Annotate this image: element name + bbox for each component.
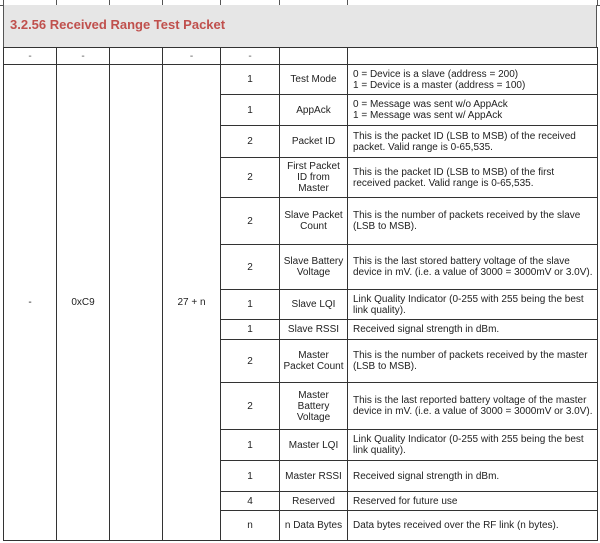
- header-cell: [279, 47, 348, 65]
- field-name: Slave Battery Voltage: [279, 244, 348, 290]
- field-name: Packet ID: [279, 125, 348, 158]
- header-cell: -: [220, 47, 280, 65]
- field-size: 1: [220, 460, 280, 492]
- field-description: This is the number of packets received b…: [347, 339, 598, 383]
- table-row: 1 Slave LQI Link Quality Indicator (0-25…: [4, 289, 598, 320]
- table-row: 1 Master LQI Link Quality Indicator (0-2…: [4, 429, 598, 461]
- field-name: Master Battery Voltage: [279, 382, 348, 430]
- field-description: Received signal strength in dBm.: [347, 319, 598, 340]
- table-row: 2 Slave Battery Voltage This is the last…: [4, 244, 598, 290]
- table-row: 2 Master Battery Voltage This is the las…: [4, 382, 598, 430]
- field-description: This is the packet ID (LSB to MSB) of th…: [347, 125, 598, 158]
- field-description: This is the last stored battery voltage …: [347, 244, 598, 290]
- field-size: 1: [220, 319, 280, 340]
- field-description: Link Quality Indicator (0-255 with 255 b…: [347, 429, 598, 461]
- field-size: 1: [220, 429, 280, 461]
- table-row: 1 AppAck 0 = Message was sent w/o AppAck…: [4, 94, 598, 126]
- header-row: - - - -: [3, 47, 598, 65]
- field-name: Slave Packet Count: [279, 197, 348, 245]
- field-size: 2: [220, 157, 280, 198]
- field-size: 2: [220, 339, 280, 383]
- table-row: 2 Master Packet Count This is the number…: [4, 339, 598, 383]
- field-name: Master LQI: [279, 429, 348, 461]
- section-header: 3.2.56 Received Range Test Packet: [3, 5, 597, 47]
- col1-cell: -: [3, 64, 57, 541]
- field-size: n: [220, 510, 280, 541]
- field-size: 2: [220, 244, 280, 290]
- field-size: 2: [220, 197, 280, 245]
- field-size: 1: [220, 289, 280, 320]
- field-description: Received signal strength in dBm.: [347, 460, 598, 492]
- header-cell: -: [56, 47, 110, 65]
- field-description: 0 = Message was sent w/o AppAck 1 = Messa…: [347, 94, 598, 126]
- field-description: Link Quality Indicator (0-255 with 255 b…: [347, 289, 598, 320]
- field-name: Master RSSI: [279, 460, 348, 492]
- field-name: First Packet ID from Master: [279, 157, 348, 198]
- field-name: Test Mode: [279, 64, 348, 95]
- table-row: 2 Slave Packet Count This is the number …: [4, 197, 598, 245]
- field-name: AppAck: [279, 94, 348, 126]
- field-name: Slave RSSI: [279, 319, 348, 340]
- header-cell: -: [162, 47, 221, 65]
- command-cell: 0xC9: [56, 64, 110, 541]
- field-size: 1: [220, 64, 280, 95]
- table-row: n n Data Bytes Data bytes received over …: [4, 510, 598, 541]
- header-cell: [347, 47, 598, 65]
- field-description: 0 = Device is a slave (address = 200) 1 =…: [347, 64, 598, 95]
- header-cell: -: [3, 47, 57, 65]
- field-size: 2: [220, 382, 280, 430]
- field-size: 1: [220, 94, 280, 126]
- field-name: Master Packet Count: [279, 339, 348, 383]
- field-size: 2: [220, 125, 280, 158]
- field-description: This is the last reported battery voltag…: [347, 382, 598, 430]
- col3-cell: [109, 64, 163, 541]
- field-name: Slave LQI: [279, 289, 348, 320]
- length-cell: 27 + n: [162, 64, 221, 541]
- header-cell: [109, 47, 163, 65]
- field-description: This is the packet ID (LSB to MSB) of th…: [347, 157, 598, 198]
- table-row: 4 Reserved Reserved for future use: [4, 491, 598, 511]
- field-description: Reserved for future use: [347, 491, 598, 511]
- field-description: This is the number of packets received b…: [347, 197, 598, 245]
- field-description: Data bytes received over the RF link (n …: [347, 510, 598, 541]
- field-name: Reserved: [279, 491, 348, 511]
- field-name: n Data Bytes: [279, 510, 348, 541]
- section-title: 3.2.56 Received Range Test Packet: [10, 17, 226, 32]
- table-row: 2 First Packet ID from Master This is th…: [4, 157, 598, 198]
- field-size: 4: [220, 491, 280, 511]
